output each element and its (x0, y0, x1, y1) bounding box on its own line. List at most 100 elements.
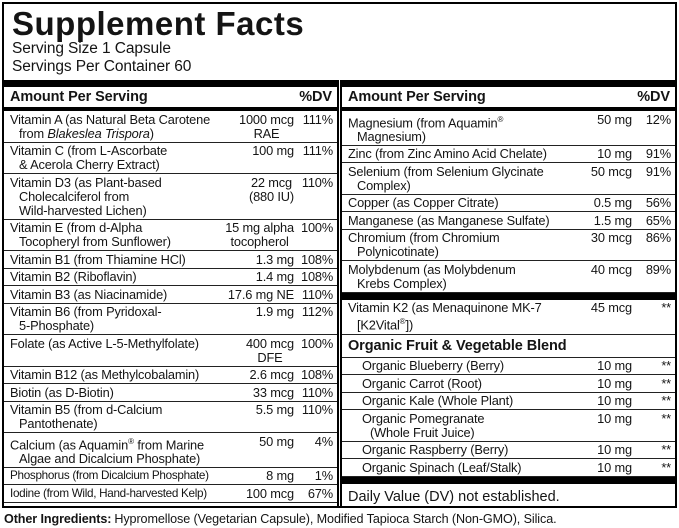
ingredient-dv: ** (661, 393, 671, 409)
thick-divider (342, 292, 675, 300)
table-row: Chromium (from Chromium Polynicotinate) 3… (342, 230, 675, 262)
ingredient-dv: 108% (301, 269, 334, 284)
ingredient-name: Vitamin C (from L-Ascorbate & Acerola Ch… (10, 143, 168, 172)
table-row: Vitamin B5 (from d-Calcium Pantothenate)… (4, 402, 337, 433)
ingredient-amount: 10 mg (597, 393, 632, 409)
ingredient-name: Vitamin E (from d-Alpha Tocopheryl from … (10, 220, 171, 249)
ingredient-dv: ** (661, 410, 671, 426)
ingredient-amount: 100 mcg (245, 485, 294, 501)
top-divider-bar (342, 80, 675, 87)
ingredient-name: Magnesium (from Aquamin® Magnesium) (348, 114, 504, 144)
ingredient-amount: 45 mcg (590, 300, 632, 316)
ingredient-amount: 50 mcg (590, 163, 632, 179)
table-row: Vitamin B3 (as Niacinamide) 17.6 mg NE 110… (4, 286, 337, 304)
ingredient-dv: ** (661, 442, 671, 458)
ingredient-amount: 10 mg (597, 146, 632, 162)
table-row: Phosphorus (from Dicalcium Phosphate) 8 m… (4, 468, 337, 486)
ingredient-dv: 67% (307, 485, 333, 501)
ingredient-name: Phosphorus (from Dicalcium Phosphate) (10, 469, 209, 483)
ingredient-amount: 10 mg (597, 442, 632, 458)
table-row: Biotin (as D-Biotin) 33 mcg 110% (4, 384, 337, 402)
table-row: Organic Raspberry (Berry) 10 mg ** (342, 442, 675, 460)
ingredient-dv: 111% (302, 143, 333, 158)
table-row: Calcium (as Aquamin® from Marine Algae a… (4, 433, 337, 468)
table-row: Vitamin A (as Natural Beta Carotene from… (4, 111, 337, 143)
ingredient-name: Biotin (as D-Biotin) (10, 384, 114, 400)
ingredient-amount: 5.5 mg (255, 402, 294, 417)
ingredient-name: Organic Spinach (Leaf/Stalk) (362, 459, 522, 475)
dv-label: %DV (637, 89, 670, 105)
dv-label: %DV (299, 89, 332, 105)
ingredient-amount: 1.4 mg (255, 269, 294, 284)
left-column-header: Amount Per Serving %DV (4, 87, 337, 107)
ingredient-name: Selenium (from Selenium Glycinate Comple… (348, 163, 544, 193)
ingredient-name: Folate (as Active L-5-Methylfolate) (10, 335, 199, 351)
table-row: Copper (as Copper Citrate) 0.5 mg 56% (342, 195, 675, 213)
ingredient-amount: 50 mg (597, 111, 632, 127)
ingredient-amount: 22 mcg (880 IU) (248, 174, 294, 204)
label-header: Supplement Facts Serving Size 1 Capsule … (4, 4, 675, 76)
amount-per-serving-label: Amount Per Serving (348, 89, 486, 105)
ingredient-dv: ** (661, 459, 671, 475)
ingredient-amount: 10 mg (597, 375, 632, 391)
table-row: Vitamin B2 (Riboflavin) 1.4 mg 108% (4, 269, 337, 286)
left-rows: Vitamin A (as Natural Beta Carotene from… (4, 111, 337, 506)
ingredient-name: Vitamin K2 (as Menaquinone MK-7 [K2Vital… (348, 300, 542, 333)
table-row: Molybdenum (as Molybdenum Krebs Complex)… (342, 261, 675, 293)
ingredient-name: Vitamin B12 (as Methylcobalamin) (10, 367, 200, 382)
ingredient-dv: ** (661, 358, 671, 374)
ingredient-name: Manganese (as Manganese Sulfate) (348, 212, 550, 228)
servings-per-container: Servings Per Container 60 (12, 58, 192, 75)
ingredient-amount: 1000 mcg RAE (239, 111, 294, 141)
table-row: Iodine (from Wild, Hand-harvested Kelp) 1… (4, 485, 337, 503)
ingredient-dv: 86% (645, 230, 671, 246)
ingredient-amount: 17.6 mg NE (227, 286, 294, 302)
table-row: Vitamin B12 (as Methylcobalamin) 2.6 mcg 1… (4, 367, 337, 384)
table-row: Vitamin D3 (as Plant-based Cholecalcifer… (4, 174, 337, 220)
ingredient-name: Vitamin B5 (from d-Calcium Pantothenate) (10, 402, 163, 431)
table-row: Organic Spinach (Leaf/Stalk) 10 mg ** (342, 459, 675, 477)
ingredient-dv: 4% (314, 433, 333, 449)
ingredient-amount: 30 mcg (590, 230, 632, 246)
ingredient-dv: 108% (301, 367, 334, 382)
ingredient-name: Copper (as Copper Citrate) (348, 195, 499, 211)
serving-size: Serving Size 1 Capsule (12, 40, 171, 57)
dv-footnote: Daily Value (DV) not established. (348, 488, 560, 505)
ingredient-name: Calcium (as Aquamin® from Marine Algae a… (10, 436, 204, 466)
ingredient-name: Organic Pomegranate (Whole Fruit Juice) (362, 410, 485, 440)
ingredient-amount: 8 mg (266, 468, 294, 484)
ingredient-dv: ** (661, 300, 671, 316)
ingredient-amount: 40 mcg (590, 261, 632, 277)
ingredient-dv: 89% (645, 261, 671, 277)
ingredient-name: Vitamin B3 (as Niacinamide) (10, 286, 168, 302)
table-row: Vitamin K2 (as Menaquinone MK-7 [K2Vital… (342, 300, 675, 335)
ingredient-name: Vitamin B6 (from Pyridoxal- 5-Phosphate) (10, 304, 162, 333)
ingredient-name: Molybdenum (as Molybdenum Krebs Complex) (348, 261, 516, 291)
ingredient-amount: 1.9 mg (255, 304, 294, 319)
supplement-facts-panel: Supplement Facts Serving Size 1 Capsule … (2, 2, 677, 508)
ingredient-name: Vitamin B1 (from Thiamine HCl) (10, 251, 186, 267)
ingredient-name: Vitamin B2 (Riboflavin) (10, 269, 137, 284)
ingredient-dv: 100% (301, 335, 334, 351)
other-ingredients-label: Other Ingredients: (4, 512, 112, 526)
table-row: Folate (as Active L-5-Methylfolate) 400 m… (4, 335, 337, 367)
ingredient-name: Zinc (from Zinc Amino Acid Chelate) (348, 146, 547, 162)
table-row: Organic Blueberry (Berry) 10 mg ** (342, 358, 675, 376)
ingredient-dv: 12% (645, 111, 671, 127)
ingredient-dv: 56% (645, 195, 671, 211)
ingredient-dv: ** (661, 375, 671, 391)
ingredient-name: Chromium (from Chromium Polynicotinate) (348, 230, 500, 260)
ingredient-dv: 108% (301, 251, 334, 267)
section-header: Organic Fruit & Vegetable Blend (342, 335, 675, 358)
top-divider-bar (4, 80, 337, 87)
ingredient-dv: 65% (645, 212, 671, 228)
ingredient-amount: 2.6 mcg (249, 367, 295, 382)
ingredient-dv: 110% (301, 174, 333, 190)
table-row: Manganese (as Manganese Sulfate) 1.5 mg 65… (342, 212, 675, 230)
ingredient-amount: 1.3 mg (255, 251, 294, 267)
ingredient-dv: 1% (314, 468, 333, 484)
right-column: Amount Per Serving %DV Magnesium (from A… (342, 80, 675, 506)
table-row: Zinc (from Zinc Amino Acid Chelate) 10 mg… (342, 146, 675, 164)
ingredient-dv: 100% (301, 220, 334, 235)
table-row: Selenium (from Selenium Glycinate Comple… (342, 163, 675, 195)
